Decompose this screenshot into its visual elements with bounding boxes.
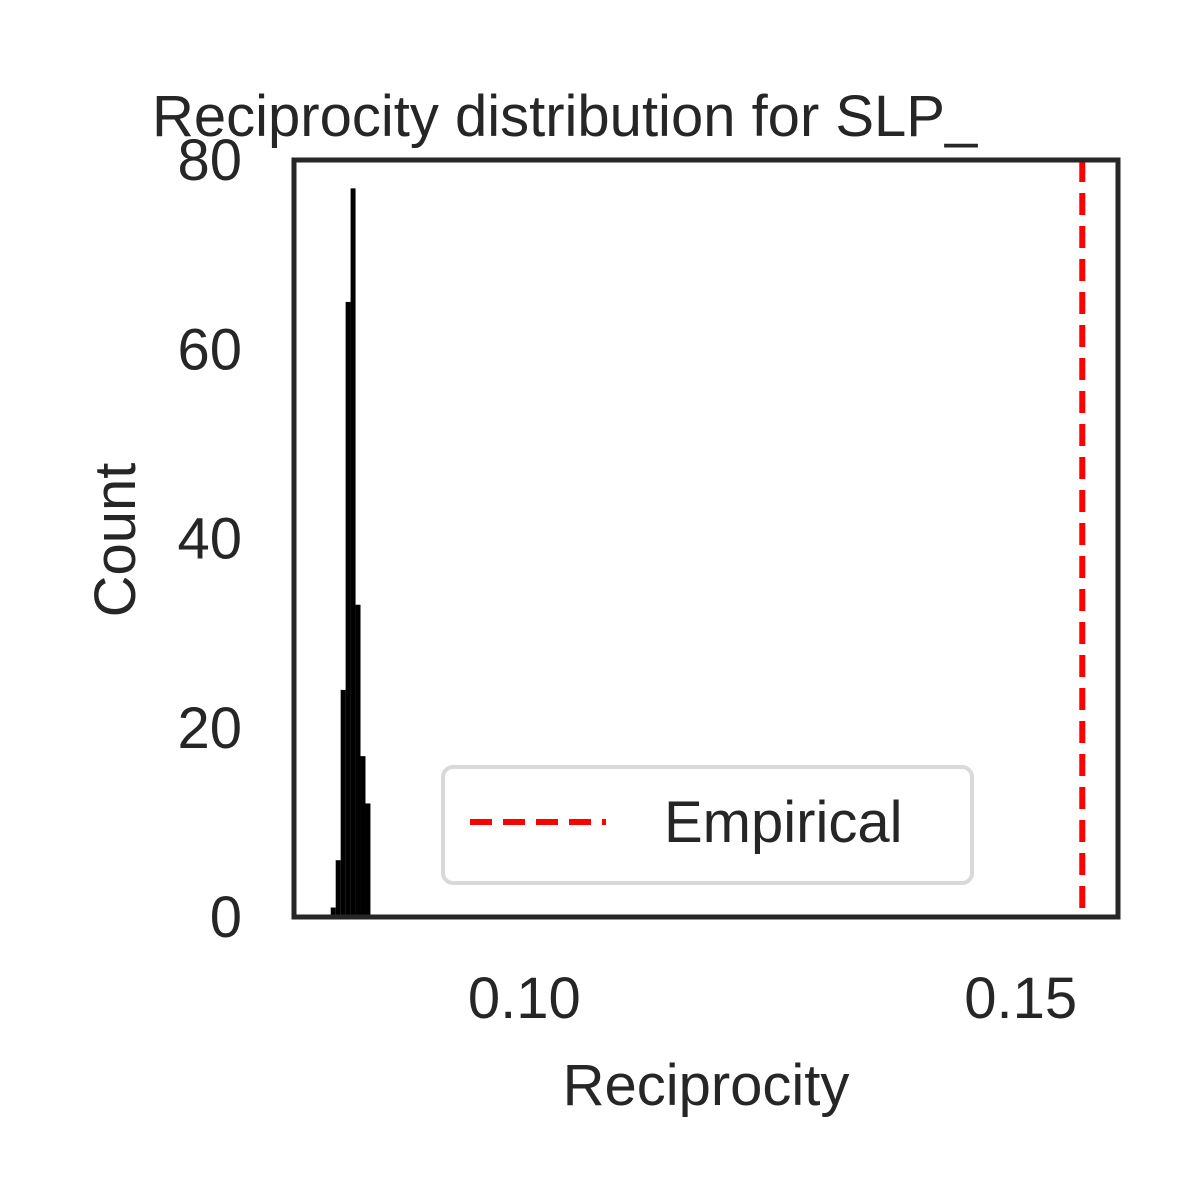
legend-empirical-label: Empirical (664, 790, 903, 855)
x-tick-label: 0.15 (964, 966, 1077, 1031)
histogram-bar-5 (355, 604, 361, 917)
y-tick-label: 60 (177, 317, 242, 382)
histogram-bar-1 (335, 860, 341, 917)
y-tick-label: 80 (177, 128, 242, 193)
y-tick-label: 0 (210, 885, 242, 950)
y-tick-label: 20 (177, 696, 242, 761)
histogram-bar-7 (365, 803, 371, 917)
plot-frame (291, 157, 1121, 920)
x-axis-label: Reciprocity (563, 1053, 850, 1118)
histogram-bar-0 (330, 907, 336, 917)
histogram-bars (330, 188, 371, 917)
y-tick-label: 40 (177, 507, 242, 572)
x-tick-label: 0.10 (468, 966, 581, 1031)
x-axis-ticks: 0.10 0.15 (468, 966, 1077, 1031)
histogram-bar-6 (360, 756, 366, 917)
y-axis-ticks: 0 20 40 60 80 (177, 128, 242, 950)
y-axis-label: Count (83, 463, 148, 618)
legend: Empirical (441, 765, 974, 885)
histogram-bar-2 (340, 689, 346, 917)
chart-title: Reciprocity distribution for SLP_ (152, 84, 978, 149)
histogram-bar-3 (345, 301, 351, 917)
legend-box (441, 765, 974, 885)
histogram-bar-4 (350, 188, 356, 917)
